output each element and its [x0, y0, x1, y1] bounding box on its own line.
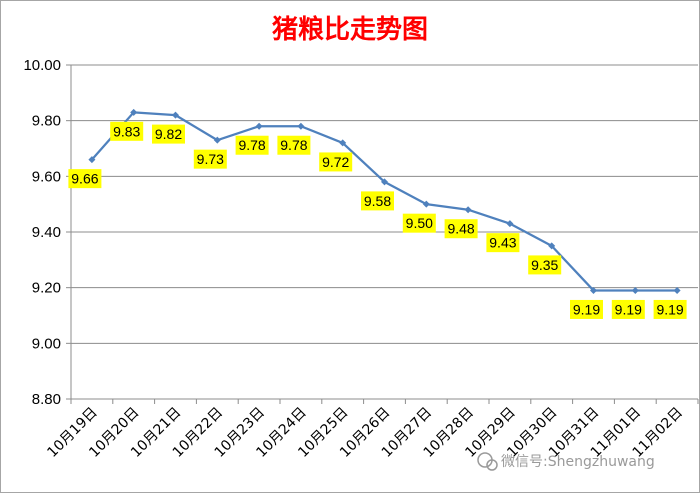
data-label-box	[152, 124, 185, 144]
data-label-box	[235, 135, 269, 155]
data-label: 9.19	[656, 301, 683, 317]
data-label-box	[277, 135, 311, 155]
data-point	[88, 156, 96, 164]
data-label: 9.82	[155, 126, 182, 142]
data-labels: 9.66 9.83 9.82 9.73 9.78 9.78 9.72 9.58 9.50 9.48…	[68, 121, 687, 319]
data-point	[548, 242, 556, 250]
data-label: 9.35	[531, 257, 558, 273]
data-point	[673, 286, 681, 294]
data-label: 9.58	[364, 193, 391, 209]
data-point	[297, 122, 305, 130]
data-point	[631, 286, 639, 294]
data-point	[590, 286, 597, 294]
data-label-box	[68, 169, 102, 189]
y-tick-label: 9.40	[32, 224, 61, 241]
data-label: 9.50	[406, 215, 433, 231]
y-tick-label: 8.80	[32, 391, 61, 408]
data-label-box	[319, 152, 353, 172]
data-point	[381, 178, 388, 186]
data-label-box	[570, 299, 603, 319]
data-point	[506, 220, 514, 228]
data-point	[172, 111, 179, 119]
data-point	[130, 108, 138, 116]
data-label: 9.83	[113, 123, 140, 139]
data-label-box	[361, 191, 394, 211]
watermark-text: 微信号:Shengzhuwang	[501, 454, 655, 470]
data-label: 9.78	[238, 137, 265, 153]
data-point	[339, 139, 347, 147]
data-label: 9.73	[197, 151, 224, 167]
series-points	[88, 108, 681, 294]
data-label-box	[528, 255, 562, 275]
data-label-box	[193, 149, 227, 169]
data-label: 9.72	[322, 154, 349, 170]
gridlines	[71, 64, 698, 344]
data-label: 9.19	[573, 301, 600, 317]
data-label-box	[444, 219, 478, 239]
data-label-box	[611, 299, 645, 319]
y-tick-label: 9.80	[32, 113, 61, 130]
data-point	[213, 136, 221, 144]
y-tick-label: 10.00	[23, 57, 61, 74]
axes	[66, 64, 699, 404]
data-label: 9.66	[71, 171, 98, 187]
data-label: 9.19	[615, 301, 642, 317]
data-label: 9.78	[280, 137, 307, 153]
data-label-box	[486, 233, 520, 253]
data-label: 9.43	[489, 235, 516, 251]
y-tick-label: 9.60	[32, 168, 61, 185]
data-label-box	[653, 299, 687, 319]
data-point	[255, 122, 263, 130]
x-axis-ticks: 10月19日10月20日10月21日10月22日10月23日10月24日10月2…	[44, 405, 686, 461]
data-point	[464, 206, 472, 214]
chart-title: 猪粮比走势图	[272, 14, 428, 45]
y-axis-ticks: 8.80 9.00 9.20 9.40 9.60 9.80 10.00	[23, 57, 61, 408]
data-point	[422, 200, 430, 208]
data-label: 9.48	[447, 221, 474, 237]
data-label-box	[402, 213, 436, 233]
data-label-box	[110, 121, 144, 141]
watermark: 微信号:Shengzhuwang	[477, 452, 655, 471]
y-tick-label: 9.20	[32, 280, 61, 297]
wechat-icon-bubble	[486, 459, 498, 471]
y-tick-label: 9.00	[32, 335, 61, 352]
